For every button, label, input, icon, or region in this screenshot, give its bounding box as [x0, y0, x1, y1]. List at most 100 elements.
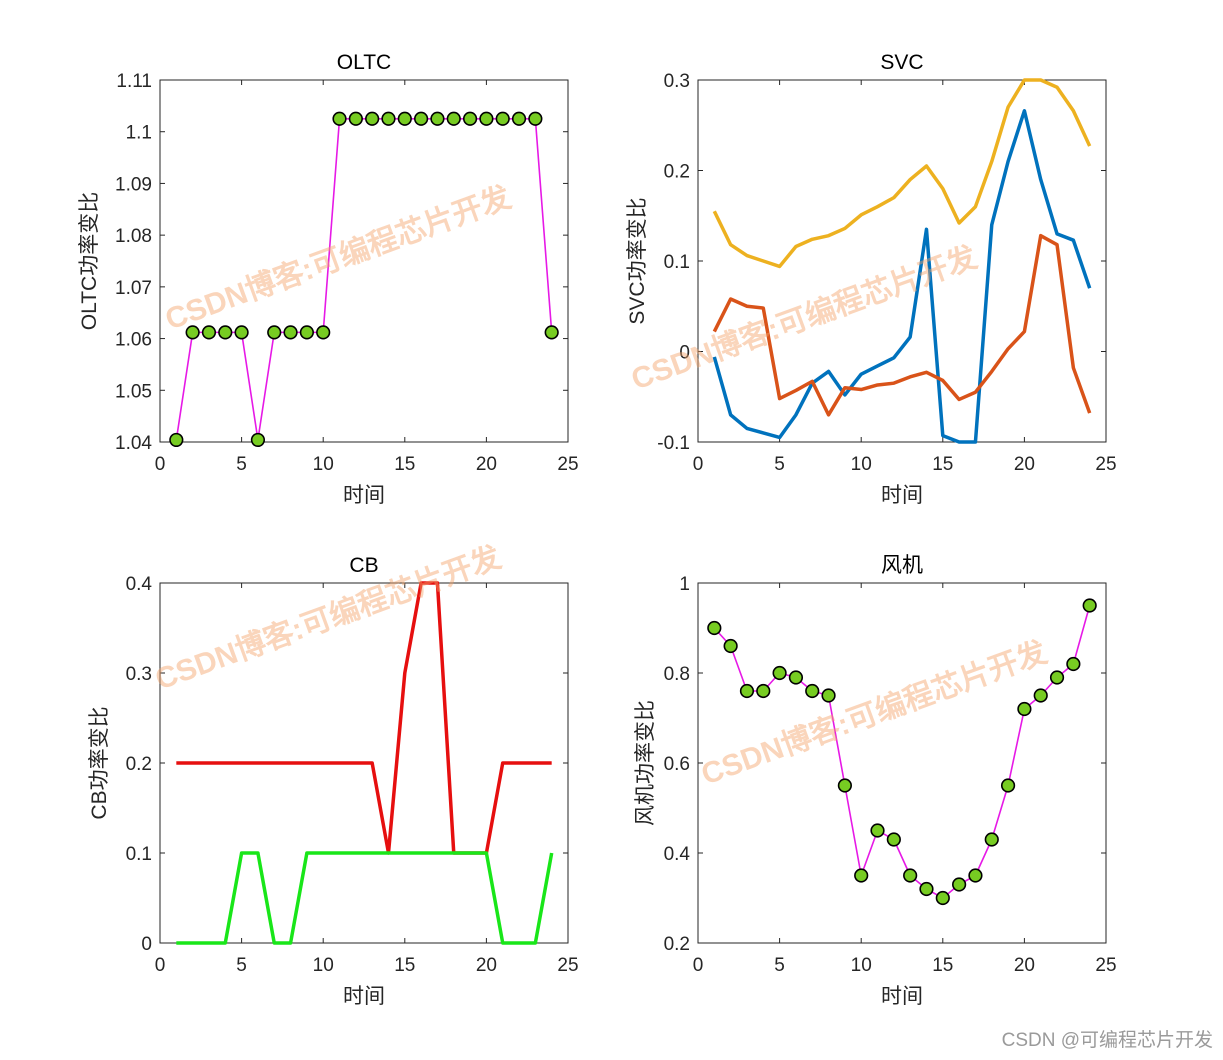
oltc-data-point [250, 432, 266, 448]
oltc-data-point [267, 325, 282, 340]
svc-xtick-label: 15 [932, 454, 953, 475]
wind-data-point [1017, 701, 1032, 717]
wind-axes-box [697, 582, 1107, 944]
svc-ytick-label: -0.1 [657, 433, 690, 454]
oltc-data-point [381, 111, 396, 126]
wind-data-point [723, 638, 738, 654]
cb-ytick-label: 0.2 [126, 754, 152, 775]
wind-data-point [756, 683, 771, 699]
cb-xtick-label: 20 [476, 955, 497, 976]
wind-ylabel: 风机功率变比 [634, 700, 657, 826]
oltc-data-point [365, 111, 380, 126]
oltc-ytick-label: 1.06 [115, 330, 152, 351]
oltc-ytick-label: 1.11 [116, 71, 152, 92]
oltc-xtick-label: 10 [313, 454, 334, 475]
wind-data-point [1000, 778, 1016, 793]
svc-ytick-label: 0 [679, 343, 690, 364]
cb-ylabel: CB功率变比 [88, 706, 111, 819]
cb-title: CB [349, 554, 378, 577]
cb-ytick-label: 0.3 [126, 664, 152, 685]
wind-ytick-label: 0.6 [664, 754, 690, 775]
oltc-xtick-label: 20 [476, 454, 497, 475]
oltc-data-point [201, 325, 217, 340]
cb-ytick-label: 0.1 [126, 844, 152, 865]
oltc-ytick-label: 1.09 [115, 174, 152, 195]
svc-series-SVC3 [712, 78, 1092, 269]
oltc-ytick-label: 1.07 [115, 278, 152, 299]
wind-data-point [707, 620, 722, 636]
cb-xtick-label: 5 [236, 955, 247, 976]
svc-title: SVC [880, 51, 923, 74]
wind-xtick-label: 10 [851, 955, 872, 976]
oltc-data-point [332, 111, 347, 126]
oltc-data-point [218, 325, 233, 340]
wind-xtick-label: 5 [774, 955, 785, 976]
oltc-title: OLTC [337, 51, 391, 74]
wind-data-point [935, 890, 950, 906]
svc-xlabel: 时间 [881, 484, 923, 507]
wind-data-point [952, 877, 967, 892]
wind-data-point [821, 688, 836, 703]
oltc-data-point [397, 111, 412, 126]
wind-xlabel: 时间 [881, 985, 923, 1008]
oltc-xtick-label: 15 [394, 454, 415, 475]
oltc-ytick-label: 1.1 [126, 123, 152, 144]
oltc-xtick-label: 25 [557, 454, 578, 475]
oltc-xtick-label: 0 [155, 454, 166, 475]
cb-xtick-label: 25 [557, 955, 578, 976]
wind-data-point [903, 868, 918, 883]
wind-data-point [854, 868, 869, 883]
wind-data-point [870, 823, 885, 838]
cb-series-CB2 [176, 851, 554, 945]
cb-series-CB1 [176, 581, 552, 855]
wind-xtick-label: 0 [693, 955, 704, 976]
svc-xtick-label: 0 [693, 454, 704, 475]
svc-series-SVC1 [712, 109, 1092, 444]
oltc-ytick-label: 1.05 [115, 381, 152, 402]
oltc-data-point [283, 325, 298, 340]
oltc-xtick-label: 5 [236, 454, 247, 475]
wind-data-point [788, 670, 804, 685]
wind-xtick-label: 15 [932, 955, 953, 976]
footer-credit: CSDN @可编程芯片开发 [1001, 1030, 1213, 1051]
svc-xtick-label: 25 [1095, 454, 1116, 475]
oltc-ytick-label: 1.04 [115, 433, 152, 454]
wind-data-point [919, 881, 934, 897]
svc-xtick-label: 5 [774, 454, 785, 475]
oltc-data-point [544, 325, 559, 340]
svc-ytick-label: 0.1 [664, 252, 690, 273]
cb-ytick-label: 0.4 [126, 574, 153, 595]
wind-data-point [739, 683, 755, 699]
wind-data-point [837, 778, 852, 793]
oltc-data-point [446, 111, 461, 126]
svc-ytick-label: 0.2 [664, 162, 690, 183]
oltc-xlabel: 时间 [343, 484, 385, 507]
oltc-data-point [528, 111, 543, 126]
oltc-data-point [430, 111, 445, 126]
oltc-data-point [462, 111, 478, 126]
cb-xtick-label: 15 [394, 955, 415, 976]
oltc-data-point [414, 111, 429, 126]
wind-ytick-label: 0.4 [664, 844, 691, 865]
oltc-data-point [479, 111, 494, 126]
wind-ytick-label: 0.8 [664, 664, 690, 685]
wind-xtick-label: 20 [1014, 955, 1035, 976]
cb-xtick-label: 10 [313, 955, 334, 976]
oltc-ytick-label: 1.08 [115, 226, 152, 247]
chart-cb: 0 5 10 15 20 25 0 0.1 0.2 0.3 0.4 CB 时间 CB功率变比 [88, 554, 579, 1008]
wind-data-point [772, 665, 787, 681]
wind-ytick-label: 0.2 [664, 934, 690, 955]
wind-data-point [886, 832, 901, 847]
wind-data-point [984, 832, 999, 847]
oltc-ylabel: OLTC功率变比 [78, 192, 101, 330]
wind-xtick-label: 25 [1095, 955, 1116, 976]
oltc-data-point [511, 111, 527, 126]
wind-ytick-label: 1 [679, 574, 690, 595]
cb-ytick-label: 0 [141, 934, 152, 955]
svc-ylabel: SVC功率变比 [626, 197, 649, 324]
chart-oltc: 0 5 10 15 20 25 1.04 1.05 1.06 1.07 1.08 1.09 1.1 1.1… [78, 51, 579, 507]
wind-data-point [1082, 598, 1097, 613]
